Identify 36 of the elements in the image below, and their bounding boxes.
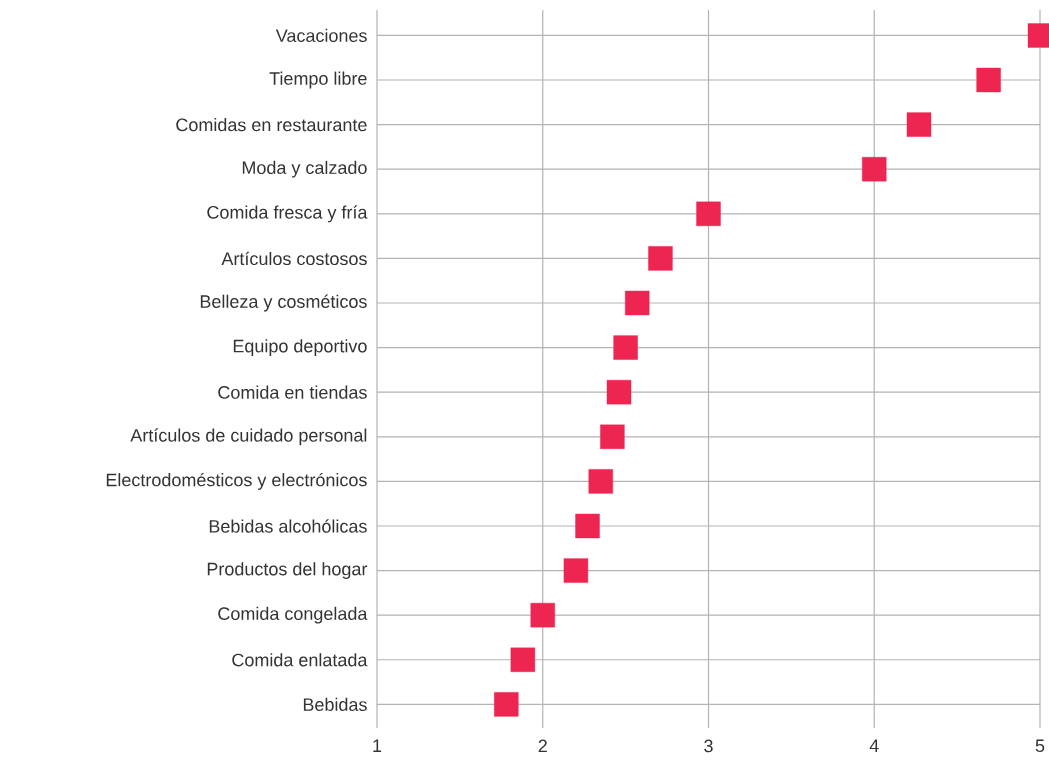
y-tick-label: Artículos costosos xyxy=(221,251,367,266)
point xyxy=(606,379,632,405)
x-tick-label: 5 xyxy=(1035,739,1045,753)
x-tick-label: 4 xyxy=(869,739,879,752)
y-tick-label: Comida congelada xyxy=(218,606,368,624)
point xyxy=(625,290,650,316)
y-tick-label: Comida en tiendas xyxy=(218,385,367,399)
x-tick-label: 2 xyxy=(538,739,547,753)
point xyxy=(494,692,519,717)
point xyxy=(563,558,589,583)
y-tick-label: Bebidas xyxy=(303,697,367,711)
point xyxy=(906,112,932,137)
point xyxy=(575,513,600,539)
y-tick-label: Vacaciones xyxy=(275,28,367,43)
point xyxy=(862,157,887,182)
y-tick-label: Electrodomésticos y electrónicos xyxy=(106,472,367,490)
point xyxy=(510,647,536,672)
point xyxy=(613,335,638,360)
point xyxy=(530,602,555,628)
point xyxy=(696,201,721,227)
y-tick-label: Artículos de cuidado personal xyxy=(130,428,367,446)
y-tick-label: Bebidas alcohólicas xyxy=(209,519,367,533)
y-tick-label: Comida enlatada xyxy=(232,653,368,667)
x-tick-label: 1 xyxy=(373,739,382,752)
y-tick-label: Equipo deportivo xyxy=(233,339,367,356)
y-tick-label: Comidas en restaurante xyxy=(176,118,367,132)
y-tick-label: Moda y calzado xyxy=(242,160,367,178)
point xyxy=(600,424,625,449)
point xyxy=(648,246,673,271)
y-tick-label: Comida fresca y fría xyxy=(207,205,368,223)
y-tick-label: Productos del hogar xyxy=(207,562,368,579)
point xyxy=(976,67,1001,93)
y-tick-label: Belleza y cosméticos xyxy=(200,294,367,312)
point xyxy=(588,469,613,494)
x-tick-label: 3 xyxy=(704,739,713,753)
y-tick-label: Tiempo libre xyxy=(269,71,367,89)
